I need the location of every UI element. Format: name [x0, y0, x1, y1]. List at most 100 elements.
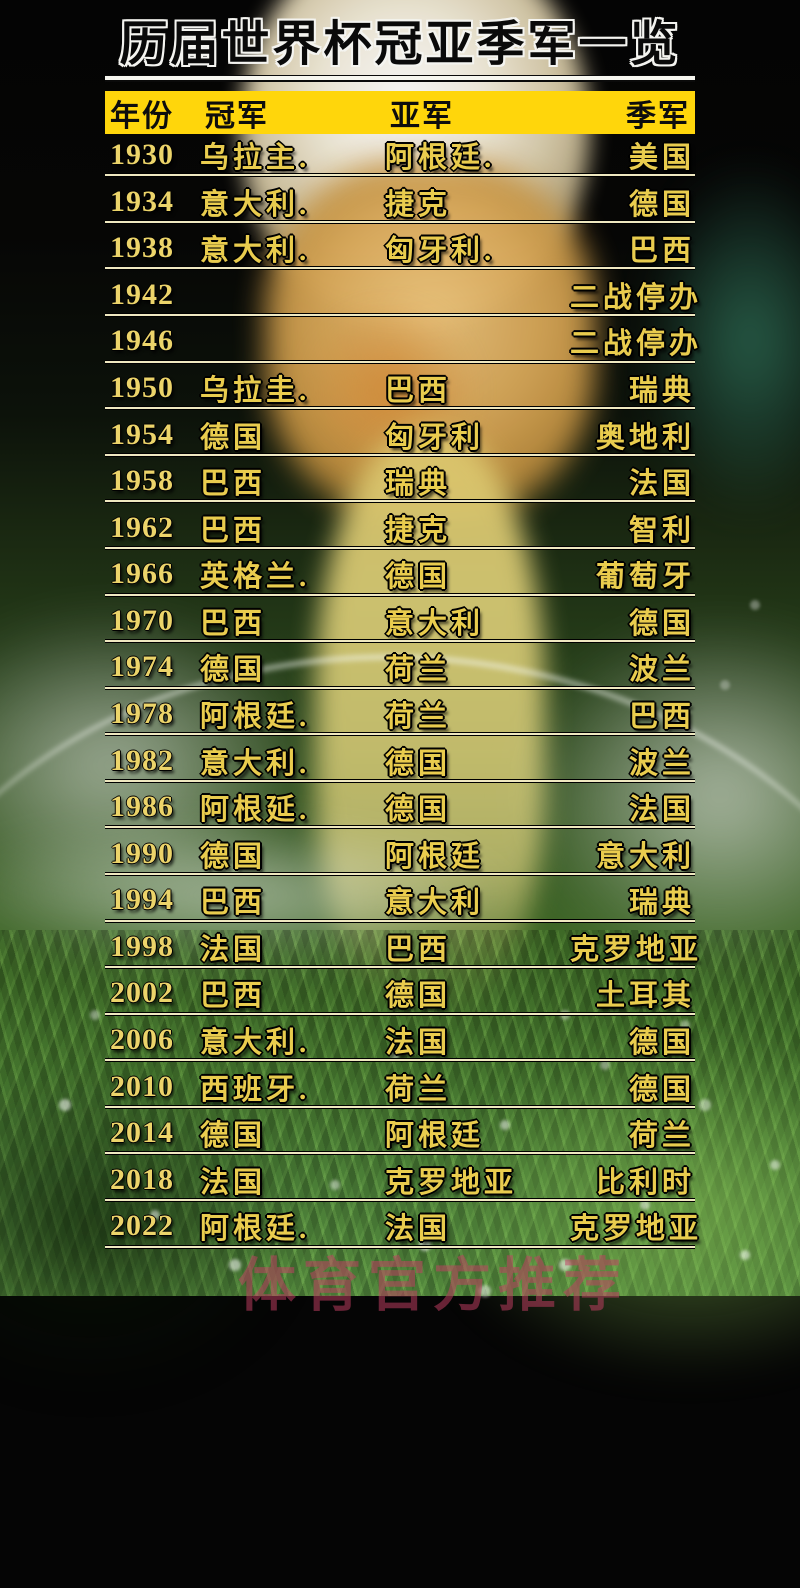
bokeh-lights	[0, 0, 6, 6]
year-cell: 1934	[110, 184, 174, 218]
champion-cell: 西班牙.	[200, 1073, 311, 1106]
third-place-cell: 土耳其	[595, 980, 695, 1013]
champion-cell: 德国	[200, 421, 267, 454]
runner-up-cell: 德国	[385, 747, 452, 780]
year-cell: 2014	[110, 1116, 174, 1150]
third-place-cell: 德国	[628, 188, 695, 221]
year-cell: 1978	[110, 696, 174, 730]
runner-up-cell: 意大利	[385, 887, 485, 920]
table-header: 年份 冠军 亚军 季军	[105, 90, 695, 134]
third-place-cell: 法国	[628, 468, 695, 501]
champion-cell: 阿根延.	[200, 794, 311, 827]
champion-cell: 巴西	[200, 980, 267, 1013]
runner-up-cell: 匈牙利.	[385, 235, 496, 268]
champion-cell: 德国	[200, 840, 267, 873]
third-place-cell: 二战停办	[570, 328, 703, 361]
year-cell: 1970	[110, 603, 174, 637]
runner-up-cell: 巴西	[385, 374, 452, 407]
table-row: 1974 德国 荷兰 波兰	[105, 646, 695, 693]
table-row: 1966 英格兰. 德国 葡萄牙	[105, 553, 695, 600]
third-place-cell: 波兰	[628, 747, 695, 780]
runner-up-cell: 荷兰	[385, 700, 452, 733]
champion-cell: 巴西	[200, 607, 267, 640]
table-row: 1946 二战停办	[105, 320, 698, 367]
table-row: 1986 阿根延. 德国 法国	[105, 786, 695, 833]
runner-up-cell: 阿根廷	[385, 840, 485, 873]
third-place-cell: 波兰	[628, 654, 695, 687]
table-row: 2010 西班牙. 荷兰 德国	[105, 1065, 695, 1112]
year-cell: 1986	[110, 790, 174, 824]
third-place-cell: 比利时	[595, 1166, 695, 1199]
table-row: 1930 乌拉主. 阿根廷. 美国	[105, 134, 695, 181]
table-row: 2022 阿根廷. 法国 克罗地亚	[105, 1205, 698, 1252]
table-row: 1978 阿根廷. 荷兰 巴西	[105, 693, 695, 740]
third-place-cell: 葡萄牙	[595, 561, 695, 594]
champion-cell: 巴西	[200, 887, 267, 920]
year-cell: 1998	[110, 929, 174, 963]
runner-up-cell: 德国	[385, 794, 452, 827]
year-cell: 2006	[110, 1023, 174, 1057]
year-cell: 1962	[110, 510, 174, 544]
table-row: 2002 巴西 德国 土耳其	[105, 972, 695, 1019]
third-place-cell: 德国	[628, 1073, 695, 1106]
year-cell: 2018	[110, 1162, 174, 1196]
third-place-cell: 意大利	[595, 840, 695, 873]
table-row: 1938 意大利. 匈牙利. 巴西	[105, 227, 695, 274]
third-place-cell: 德国	[628, 607, 695, 640]
year-cell: 1930	[110, 138, 174, 172]
header-year: 年份	[110, 99, 174, 133]
champion-cell: 德国	[200, 1120, 267, 1153]
watermark: 体育官方推荐	[238, 1253, 629, 1318]
year-cell: 1994	[110, 883, 174, 917]
year-cell: 2022	[110, 1209, 174, 1243]
table-row: 1958 巴西 瑞典 法国	[105, 460, 695, 507]
header-champion: 冠军	[205, 99, 269, 133]
champion-cell: 意大利.	[200, 747, 311, 780]
table-body: 1930 乌拉主. 阿根廷. 美国 1934 意大利. 捷克 德国 1938 意…	[105, 134, 698, 1252]
table-row: 1998 法国 巴西 克罗地亚	[105, 926, 698, 973]
year-cell: 1974	[110, 650, 174, 684]
table-row: 1954 德国 匈牙利 奥地利	[105, 413, 695, 460]
year-cell: 1946	[110, 324, 174, 358]
header-runner-up: 亚军	[390, 99, 454, 133]
third-place-cell: 法国	[628, 794, 695, 827]
year-cell: 1966	[110, 557, 174, 591]
champion-cell: 意大利.	[200, 1027, 311, 1060]
table-row: 1950 乌拉圭. 巴西 瑞典	[105, 367, 695, 414]
table-row: 1990 德国 阿根廷 意大利	[105, 832, 695, 879]
third-place-cell: 二战停办	[570, 281, 703, 314]
runner-up-cell: 法国	[385, 1027, 452, 1060]
champion-cell: 阿根廷.	[200, 1213, 311, 1246]
runner-up-cell: 德国	[385, 561, 452, 594]
champion-cell: 意大利.	[200, 188, 311, 221]
third-place-cell: 克罗地亚	[570, 933, 703, 966]
third-place-cell: 德国	[628, 1027, 695, 1060]
champion-cell: 法国	[200, 1166, 267, 1199]
header-third-place: 季军	[626, 99, 690, 133]
table-row: 2006 意大利. 法国 德国	[105, 1019, 695, 1066]
runner-up-cell: 瑞典	[385, 468, 452, 501]
third-place-cell: 荷兰	[628, 1120, 695, 1153]
runner-up-cell: 巴西	[385, 933, 452, 966]
year-cell: 1938	[110, 231, 174, 265]
year-cell: 1958	[110, 464, 174, 498]
runner-up-cell: 克罗地亚	[385, 1166, 518, 1199]
champion-cell: 英格兰.	[200, 561, 311, 594]
year-cell: 1990	[110, 836, 174, 870]
table-row: 1982 意大利. 德国 波兰	[105, 739, 695, 786]
third-place-cell: 瑞典	[628, 374, 695, 407]
third-place-cell: 瑞典	[628, 887, 695, 920]
runner-up-cell: 意大利	[385, 607, 485, 640]
table-row: 1934 意大利. 捷克 德国	[105, 180, 695, 227]
runner-up-cell: 捷克	[385, 188, 452, 221]
champion-cell: 意大利.	[200, 235, 311, 268]
champion-cell: 巴西	[200, 468, 267, 501]
champion-cell: 乌拉主.	[200, 142, 311, 175]
table-row: 1994 巴西 意大利 瑞典	[105, 879, 695, 926]
runner-up-cell: 荷兰	[385, 1073, 452, 1106]
table-row: 1942 二战停办	[105, 273, 698, 320]
table-row: 1970 巴西 意大利 德国	[105, 600, 695, 647]
champion-cell: 阿根廷.	[200, 700, 311, 733]
runner-up-cell: 阿根廷	[385, 1120, 485, 1153]
third-place-cell: 智利	[628, 514, 695, 547]
